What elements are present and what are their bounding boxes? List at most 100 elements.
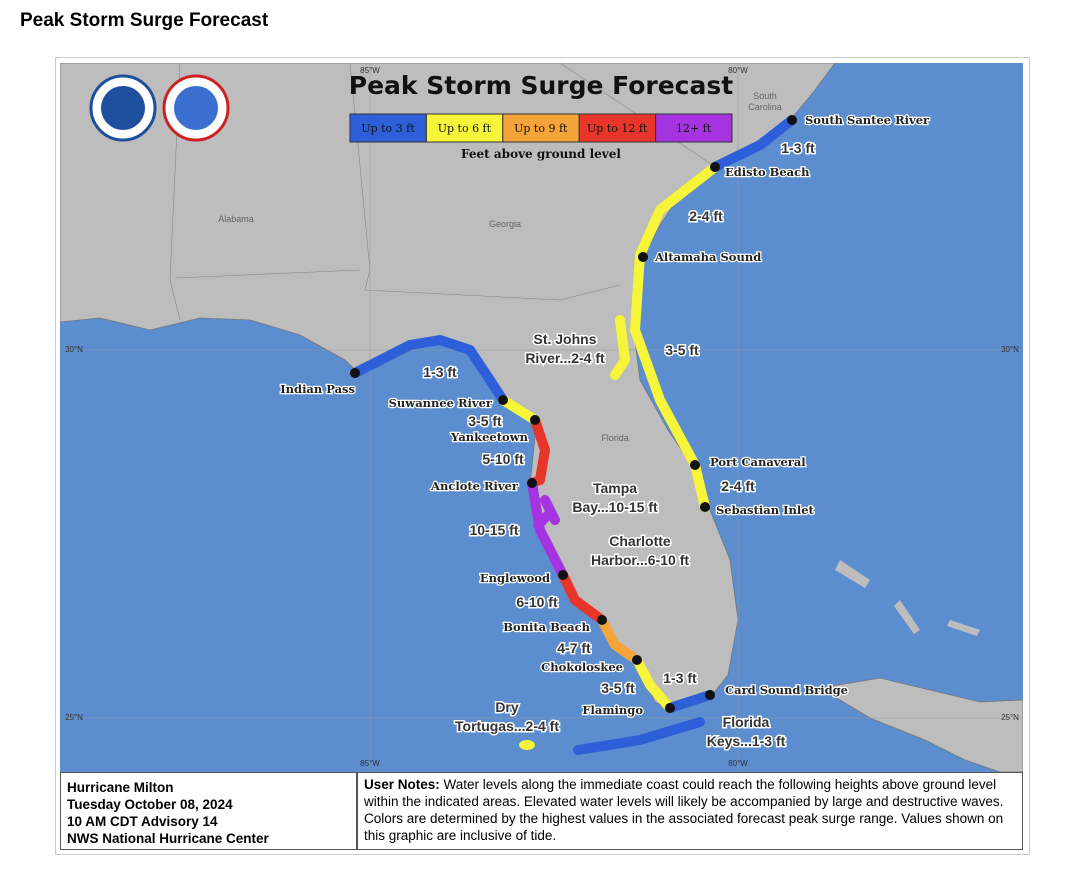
segment — [710, 115, 797, 172]
legend-swatch — [655, 113, 733, 143]
region-label: Georgia — [489, 219, 521, 229]
legend: Up to 3 ft Up to 6 ft Up to 9 ft Up to 12 f… — [349, 113, 733, 143]
place-label: Englewood — [480, 571, 550, 585]
place-label: Suwannee River — [389, 396, 493, 410]
logos — [89, 74, 230, 142]
grid-label: 85°W — [360, 759, 380, 768]
legend-swatch — [578, 113, 657, 143]
place-label: Anclote River — [430, 479, 519, 493]
segment — [558, 570, 607, 625]
point — [700, 502, 710, 512]
place-label: Bonita Beach — [503, 620, 590, 634]
grid-label: 25°N — [1001, 713, 1019, 722]
point — [527, 478, 537, 488]
map: Peak Storm Surge Forecast Up to 3 ft Up t… — [60, 63, 1023, 772]
segment — [597, 615, 642, 665]
legend-label: Up to 12 ft — [587, 122, 648, 135]
place-label: Edisto Beach — [725, 165, 810, 179]
surge-label: 4-7 ft — [557, 640, 591, 656]
region-label: Alabama — [218, 214, 254, 224]
grid-label: 85°W — [360, 66, 380, 75]
point — [710, 162, 720, 172]
advisory-info: Hurricane Milton Tuesday October 08, 202… — [60, 772, 357, 850]
point — [705, 690, 715, 700]
place-label: Port Canaveral — [710, 455, 806, 469]
noaa-logo-inner — [101, 86, 145, 130]
point — [665, 703, 675, 713]
region-label: South — [753, 91, 777, 101]
legend-label: Up to 3 ft — [361, 122, 415, 135]
surge-label: 2-4 ft — [721, 478, 755, 494]
map-title: Peak Storm Surge Forecast — [349, 71, 733, 100]
cuba — [818, 677, 1023, 772]
notes-label: User Notes: — [364, 777, 440, 792]
bahamas — [835, 560, 980, 636]
place-label: Card Sound Bridge — [725, 683, 848, 697]
segment — [665, 690, 715, 713]
legend-swatch — [425, 113, 504, 143]
info-line: NWS National Hurricane Center — [67, 831, 269, 846]
surge-label: 1-3 ft — [663, 670, 697, 686]
legend-swatch — [502, 113, 580, 143]
segment — [533, 495, 560, 530]
point — [690, 460, 700, 470]
surge-label: 5-10 ft — [482, 451, 524, 467]
legend-label: 12+ ft — [676, 122, 712, 135]
surge-label: Charlotte — [609, 533, 671, 549]
segment — [610, 315, 630, 380]
labels: 85°W 80°W 85°W 80°W 30°N 25°N 30°N 25°N Alabama G… — [65, 66, 1019, 768]
place-label: Flamingo — [582, 703, 643, 717]
place-label: Indian Pass — [280, 382, 355, 396]
region-label: Carolina — [748, 102, 782, 112]
place-label: Sebastian Inlet — [716, 503, 815, 517]
grid-label: 30°N — [65, 345, 83, 354]
surge-label: Harbor...6-10 ft — [591, 552, 689, 568]
page-title: Peak Storm Surge Forecast — [20, 10, 269, 31]
notes-text: Water levels along the immediate coast c… — [364, 777, 1004, 843]
frame — [55, 57, 1030, 855]
legend-caption: Feet above ground level — [461, 147, 621, 161]
point — [350, 368, 360, 378]
surge-label: Bay...10-15 ft — [572, 499, 658, 515]
place-label: South Santee River — [805, 113, 930, 127]
legend-label: Up to 9 ft — [514, 122, 568, 135]
grid-label: 80°W — [728, 66, 748, 75]
surge-label: 3-5 ft — [468, 413, 502, 429]
legend-swatch — [349, 113, 427, 143]
surge-label: St. Johns — [533, 331, 596, 347]
grid-label: 25°N — [65, 713, 83, 722]
point — [558, 570, 568, 580]
points — [350, 115, 797, 713]
graticule — [60, 63, 1023, 772]
surge-label: 1-3 ft — [781, 140, 815, 156]
surge-label: 3-5 ft — [665, 342, 699, 358]
segment — [350, 335, 508, 405]
place-label: Yankeetown — [450, 430, 529, 444]
surge-label: Keys...1-3 ft — [707, 733, 786, 749]
surge-label: 3-5 ft — [601, 680, 635, 696]
point — [597, 615, 607, 625]
surge-label: 2-4 ft — [689, 208, 723, 224]
surge-label: Dry — [495, 699, 519, 715]
segment — [498, 395, 540, 425]
region-label: Florida — [601, 433, 629, 443]
segment — [632, 655, 675, 713]
surge-label: River...2-4 ft — [525, 350, 605, 366]
grid-label: 30°N — [1001, 345, 1019, 354]
info-line: Hurricane Milton — [67, 780, 174, 795]
point — [498, 395, 508, 405]
dry-tortugas — [519, 740, 535, 750]
point — [638, 252, 648, 262]
legend-label: Up to 6 ft — [438, 122, 492, 135]
place-label: Altamaha Sound — [654, 250, 761, 264]
surge-label: Tampa — [593, 480, 637, 496]
segment — [573, 717, 705, 755]
place-label: Chokoloskee — [541, 660, 623, 674]
point — [530, 415, 540, 425]
surge-label: 6-10 ft — [516, 594, 558, 610]
info-line: 10 AM CDT Advisory 14 — [67, 814, 218, 829]
user-notes: User Notes: Water levels along the immed… — [357, 772, 1023, 850]
surge-label: 1-3 ft — [423, 364, 457, 380]
info-line: Tuesday October 08, 2024 — [67, 797, 233, 812]
